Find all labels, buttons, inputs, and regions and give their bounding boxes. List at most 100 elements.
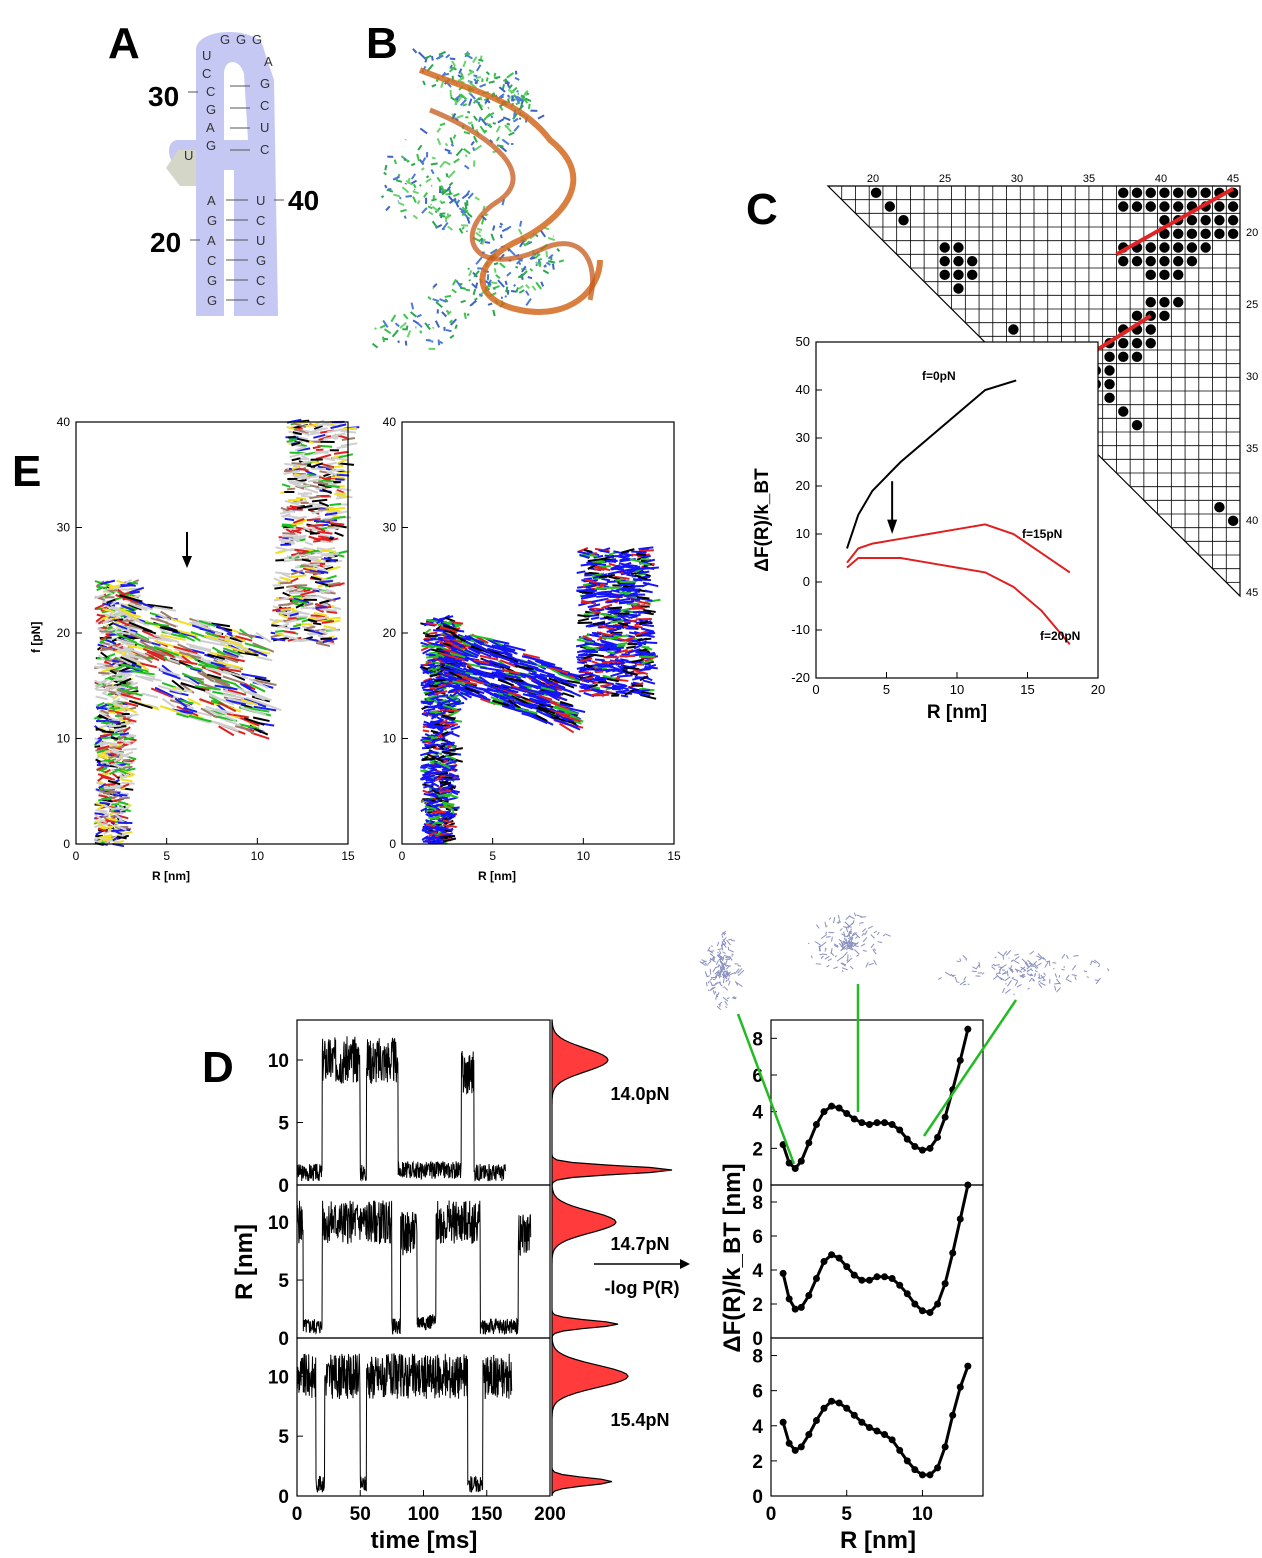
trajectory-segment xyxy=(95,706,108,711)
trajectory-segment xyxy=(222,670,249,680)
atom-bond xyxy=(384,184,388,189)
x-tick-label: 10 xyxy=(950,682,964,697)
conformation-strand xyxy=(849,945,854,948)
right-tick-label: 45 xyxy=(1246,587,1258,599)
trajectory-segment xyxy=(619,557,629,562)
contact-dot xyxy=(1131,337,1143,349)
trajectory-segment xyxy=(604,607,613,612)
trajectory-segment xyxy=(318,501,330,508)
trajectory-segment xyxy=(308,502,325,507)
trajectory-segment xyxy=(428,816,439,820)
conformation-strand xyxy=(727,938,733,941)
x-tick-label: 5 xyxy=(163,849,170,863)
trajectory-segment xyxy=(132,579,140,584)
conformation-strand xyxy=(1006,970,1009,977)
trajectory-segment xyxy=(500,683,527,693)
x-axis-label: time [ms] xyxy=(371,1527,478,1554)
conformation-strand xyxy=(726,997,730,1000)
trajectory-segment xyxy=(102,815,110,822)
atom-bond xyxy=(374,327,377,330)
conformation-strand xyxy=(734,968,740,975)
atom-bond xyxy=(410,179,418,185)
trajectory-segment xyxy=(186,642,212,652)
y-tick-label: 4 xyxy=(752,1103,763,1124)
atom-bond xyxy=(439,122,446,127)
trajectory-segment xyxy=(198,619,216,627)
atom-bond xyxy=(485,77,489,82)
trajectory-segment xyxy=(96,688,107,692)
trajectory-segment xyxy=(311,509,324,515)
trajectory-segment xyxy=(324,484,340,489)
trajectory-segment xyxy=(330,523,347,529)
trajectory-segment xyxy=(129,616,147,626)
conformation-strand xyxy=(1071,964,1077,971)
atom-bond xyxy=(447,225,454,231)
conformation-strand xyxy=(717,951,719,954)
histogram xyxy=(551,1019,673,1186)
trajectory-segment xyxy=(618,601,633,605)
trajectory-segment xyxy=(522,653,541,659)
bulge-region xyxy=(166,150,196,186)
trajectory-segment xyxy=(548,677,575,689)
trajectory-segment xyxy=(326,526,340,530)
trajectory-segment xyxy=(431,810,446,814)
atom-bond xyxy=(445,192,453,196)
conformation-strand xyxy=(1038,983,1043,988)
trajectory-segment xyxy=(293,516,307,520)
trajectory-segment xyxy=(547,672,562,684)
trajectory-segment xyxy=(578,666,594,673)
trajectory-segment xyxy=(144,652,160,662)
profile-point xyxy=(843,1263,851,1271)
trajectory-segment xyxy=(318,579,333,584)
atom-bond xyxy=(428,210,434,216)
atom-bond xyxy=(488,123,492,129)
trajectory-segment xyxy=(98,713,109,721)
conformation-strand xyxy=(715,960,719,966)
trajectory-segment xyxy=(294,548,309,553)
trajectory-segment xyxy=(240,698,259,706)
atom-bond xyxy=(440,81,445,88)
trajectory-segment xyxy=(329,468,344,473)
trajectory-segment xyxy=(110,736,119,740)
trajectory-segment xyxy=(274,586,285,590)
trajectory-segment xyxy=(312,622,322,626)
trajectory-segment xyxy=(639,675,649,682)
trajectory-segment xyxy=(281,483,291,488)
trajectory-segment xyxy=(280,576,292,582)
trajectory-segment xyxy=(204,634,219,641)
trajectory-segment xyxy=(432,629,446,633)
atom-bond xyxy=(507,88,515,94)
trajectory-segment xyxy=(535,680,558,692)
conformation-strand xyxy=(1097,965,1101,968)
y-tick-label: 10 xyxy=(796,526,810,541)
trajectory-segment xyxy=(439,652,465,662)
nucleotide: G xyxy=(206,138,216,153)
x-axis-label: R [nm] xyxy=(927,702,987,723)
atom-bond xyxy=(405,179,413,186)
atom-bond xyxy=(517,98,525,102)
conformation-strand xyxy=(723,932,726,936)
top-tick-label: 20 xyxy=(867,173,879,185)
conformation-strand xyxy=(994,956,997,959)
profile-point xyxy=(896,1281,904,1289)
trajectory-segment xyxy=(530,699,552,707)
trajectory-segment xyxy=(519,659,537,666)
trajectory-segment xyxy=(627,648,641,654)
conformation-strand xyxy=(826,964,830,968)
trajectory-segment xyxy=(448,747,463,752)
trajectory-segment xyxy=(96,613,112,620)
y-tick-label: 6 xyxy=(752,1382,763,1403)
atom-bond xyxy=(547,260,556,264)
conformation-strand xyxy=(712,978,716,981)
conformation-strand xyxy=(712,967,717,973)
atom-bond xyxy=(379,324,386,329)
conformation-strand xyxy=(837,919,841,924)
y-tick-label: 5 xyxy=(278,1271,289,1292)
trajectory-segment xyxy=(116,743,123,748)
trajectory-segment xyxy=(549,692,568,702)
conformation-strand xyxy=(729,972,736,975)
trajectory-segment xyxy=(98,678,109,685)
profile-point xyxy=(820,1258,828,1265)
top-tick-label: 45 xyxy=(1227,173,1239,185)
atom-bond xyxy=(508,248,516,256)
